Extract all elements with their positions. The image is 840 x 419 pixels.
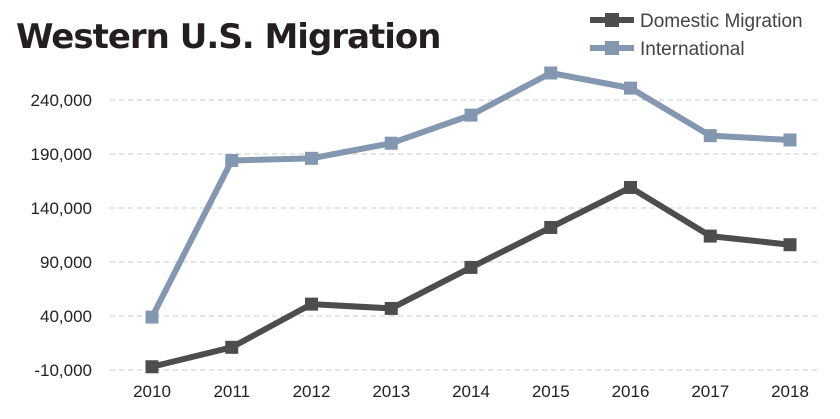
data-point	[305, 151, 318, 165]
x-tick-label: 2012	[293, 382, 331, 401]
y-tick-label: 40,000	[40, 307, 92, 326]
data-point	[703, 229, 717, 243]
x-axis-ticks: 2010 2011 2012 2013 2014 2015 2016 2017 2018	[133, 382, 809, 401]
legend-marker-international	[605, 41, 619, 55]
data-point	[145, 360, 159, 374]
y-tick-label: 140,000	[31, 199, 92, 218]
y-tick-label: -10,000	[34, 361, 92, 380]
legend-marker-domestic	[605, 13, 619, 27]
y-tick-label: 90,000	[40, 253, 92, 272]
legend-item-domestic: Domestic Migration	[590, 11, 803, 32]
data-point	[783, 133, 797, 147]
series-1	[145, 66, 797, 324]
x-tick-label: 2016	[612, 382, 650, 401]
legend-item-international: International	[590, 39, 745, 60]
data-point	[145, 310, 159, 324]
x-tick-label: 2011	[213, 382, 250, 401]
data-point	[624, 180, 637, 194]
y-tick-label: 190,000	[31, 145, 92, 164]
y-tick-label: 240,000	[31, 91, 92, 110]
legend: Domestic Migration International	[590, 11, 803, 60]
data-point	[624, 81, 637, 95]
data-point	[384, 136, 398, 150]
x-tick-label: 2018	[771, 382, 809, 401]
series-line	[151, 184, 791, 370]
chart-title: Western U.S. Migration	[16, 17, 440, 57]
x-tick-label: 2014	[452, 382, 490, 401]
x-tick-label: 2015	[532, 382, 570, 401]
y-axis-ticks: -10,000 40,000 90,000 140,000 190,000 240,000	[31, 91, 92, 380]
data-point	[544, 66, 558, 80]
series-0	[145, 180, 797, 374]
data-point	[464, 108, 478, 122]
x-tick-label: 2017	[691, 382, 729, 401]
x-tick-label: 2010	[133, 382, 171, 401]
data-point	[225, 340, 239, 354]
legend-label-international: International	[640, 39, 745, 60]
data-point	[703, 129, 717, 143]
data-point	[305, 297, 318, 311]
data-point	[384, 301, 398, 315]
data-point	[544, 220, 558, 234]
plot-series	[145, 66, 797, 374]
data-point	[225, 153, 239, 167]
data-point	[783, 238, 797, 252]
data-point	[464, 260, 478, 274]
x-tick-label: 2013	[372, 382, 410, 401]
legend-label-domestic: Domestic Migration	[640, 11, 803, 32]
